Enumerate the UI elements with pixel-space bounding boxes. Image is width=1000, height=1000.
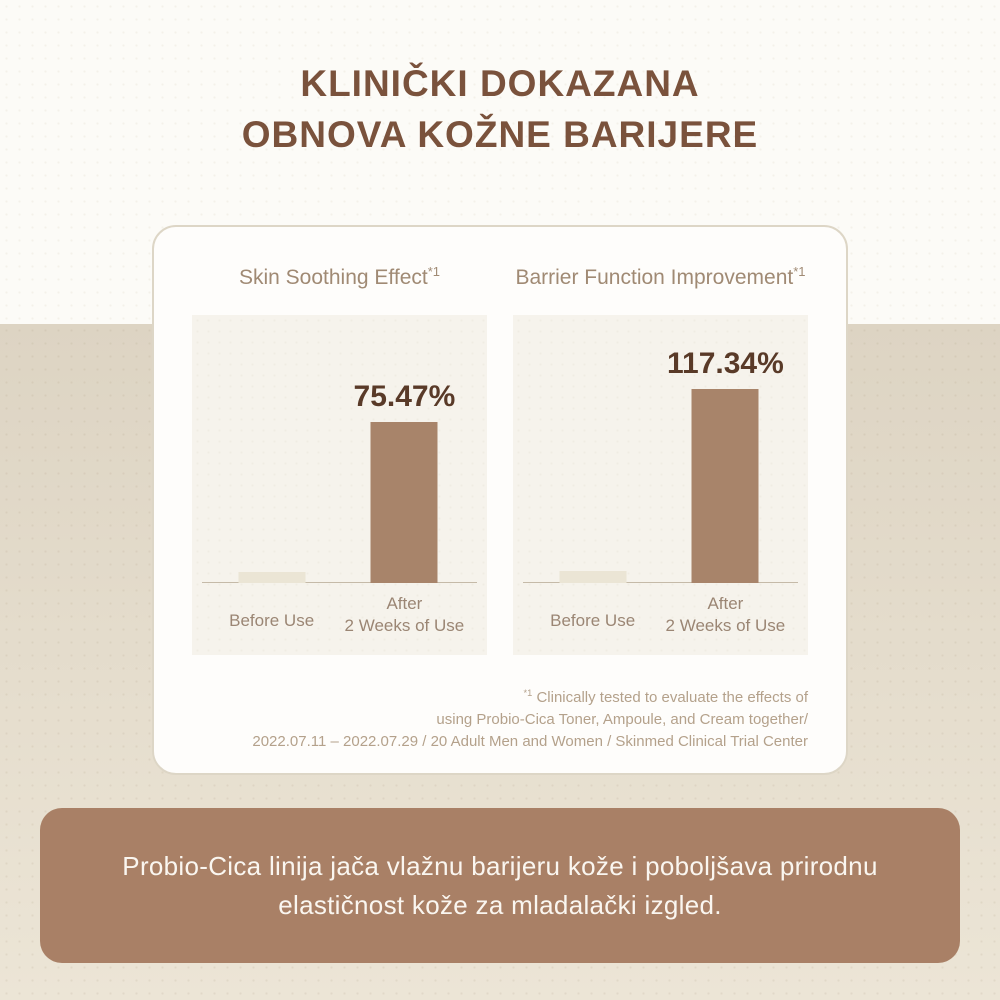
bar-chart-skin-soothing: 75.47% Before Use After 2 Weeks of Use — [192, 315, 487, 655]
x-axis-line — [202, 582, 477, 583]
bar-chart-barrier-function: 117.34% Before Use After 2 Weeks of Use — [513, 315, 808, 655]
chart-titles-row: Skin Soothing Effect*1 Barrier Function … — [154, 257, 846, 293]
footnote-line-1: *1 Clinically tested to evaluate the eff… — [523, 688, 808, 706]
bar-after-use — [691, 389, 759, 583]
bar-before-use — [559, 571, 627, 583]
footnote-marker: *1 — [793, 264, 806, 279]
bar-after-use — [370, 422, 438, 583]
chart-title-skin-soothing: Skin Soothing Effect*1 — [238, 264, 441, 289]
tick-label-after-use: After 2 Weeks of Use — [344, 594, 465, 635]
footnote-line-3: 2022.07.11 – 2022.07.29 / 20 Adult Men a… — [252, 733, 808, 750]
footnote-marker: *1 — [427, 264, 441, 279]
page-title-line1: KLINIČKI DOKAZANA — [300, 63, 700, 104]
page-title: KLINIČKI DOKAZANA OBNOVA KOŽNE BARIJERE — [0, 58, 1000, 160]
page-title-line2: OBNOVA KOŽNE BARIJERE — [241, 114, 759, 155]
tick-label-after-use: After 2 Weeks of Use — [665, 594, 786, 635]
product-claim-banner: Probio-Cica linija jača vlažnu barijeru … — [40, 808, 960, 963]
tick-label-before-use: Before Use — [229, 611, 315, 630]
value-label-after: 75.47% — [353, 380, 456, 413]
footnote-marker: *1 — [523, 688, 533, 698]
banner-text-line2: elastičnost kože za mladalački izgled. — [278, 889, 722, 920]
charts-row: 75.47% Before Use After 2 Weeks of Use 1… — [154, 315, 846, 655]
banner-text-line1: Probio-Cica linija jača vlažnu barijeru … — [122, 850, 878, 881]
chart-title-barrier-function: Barrier Function Improvement*1 — [515, 264, 806, 289]
x-axis-line — [523, 582, 798, 583]
footnote-line-2: using Probio-Cica Toner, Ampoule, and Cr… — [436, 711, 808, 728]
clinical-trial-footnote: *1 Clinically tested to evaluate the eff… — [252, 682, 808, 753]
value-label-after: 117.34% — [667, 347, 784, 380]
bar-before-use — [238, 572, 306, 583]
tick-label-before-use: Before Use — [550, 611, 636, 630]
clinical-results-card: Skin Soothing Effect*1 Barrier Function … — [152, 225, 848, 775]
